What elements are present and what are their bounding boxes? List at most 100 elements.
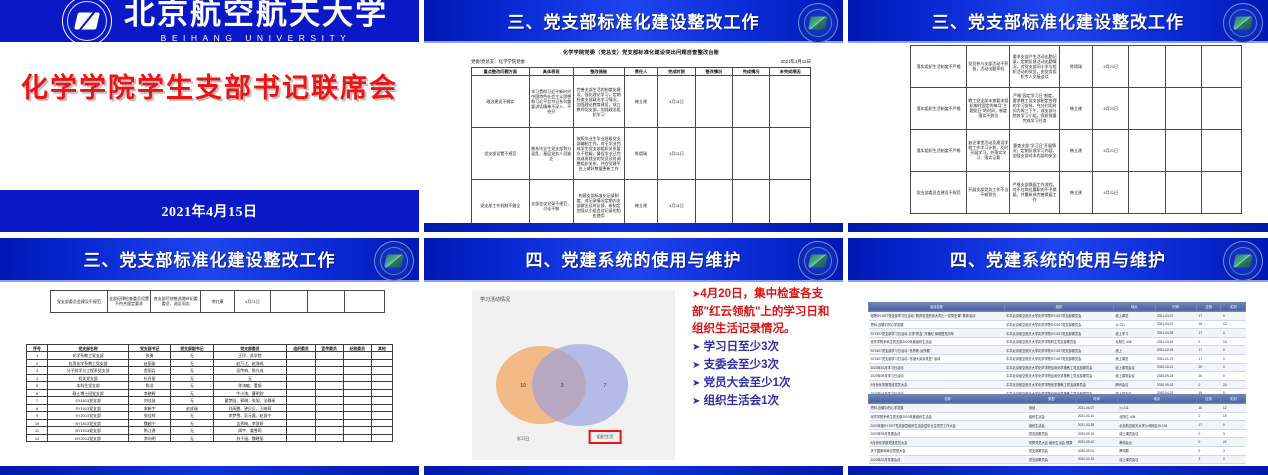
table-row: 政治建设不够实 学习贯彻习近平新时代中国特色社会主义思想和习近平总书记系列重要讲话… — [471, 75, 811, 129]
table-cell: 测划 — [1026, 403, 1076, 413]
table-cell: 宋新宇 — [128, 403, 172, 413]
column-header: 纪检委员 — [342, 343, 372, 353]
table-row: 2020年10月学习日活动 中共北京航空航天大学化学学院应用化学基教工党支部委员会… — [868, 363, 1246, 373]
university-name-cn: 北京航空航天大学 — [124, 0, 388, 32]
table-cell — [342, 433, 372, 443]
table-cell — [286, 351, 316, 360]
table-cell: 4月21日 — [1092, 170, 1130, 214]
column-header: 党支部副书记 — [170, 343, 214, 353]
table-cell: 开展支部党务工作不当不够到位 — [966, 170, 1011, 214]
table-row: 党支部委员会建设不规范 支部纪律检查委员设置不符合规定要求 各支部尽快推选增补纪委委… — [50, 289, 386, 313]
slide-3-rectification-part2[interactable]: 北京航空航天大学 北京航空航天大学 北京航空航天大学 北京航空航天大学 北京航空… — [848, 0, 1268, 232]
table-cell — [370, 411, 394, 420]
bullet-lead-text: 4月20日，集中检查各支部"红云领航"上的学习日和组织生活记录情况。 — [692, 287, 830, 336]
table-cell: 硕士博士班党支部 — [47, 388, 130, 398]
table-cell — [370, 433, 394, 443]
table-cell: 北京航空航天大学沙河校区J5-104 — [1117, 420, 1197, 430]
table-cell: SY1913党支部 — [47, 403, 130, 413]
table-cell: 学习贯彻习近平新时代中国特色社会主义思想和习近平总书记系列重要讲话精神不深入、不… — [528, 75, 574, 129]
table-cell: 无 — [170, 411, 214, 420]
column-header: 党支部名称 — [47, 343, 130, 353]
table-cell — [314, 403, 344, 413]
table-cell: 党支部委员会建设不规范 — [909, 170, 968, 214]
roster-top-fragment: 党支部委员会建设不规范 支部纪律检查委员设置不符合规定要求 各支部尽快推选增补纪委委… — [50, 289, 386, 313]
venn-label-org-life-highlighted: 组织生活 — [588, 429, 622, 444]
document-meta-right: 2021年4月12日 — [780, 58, 811, 64]
table-cell: 牛小涛、曹明欣 — [212, 388, 288, 398]
table-cell: 韩立建 — [1058, 128, 1094, 172]
table-cell: SY1813党支部 — [47, 396, 130, 405]
table-cell: 2020-09-02 — [1155, 380, 1197, 390]
table-cell: 魏越宁 — [128, 418, 172, 428]
column-header: 组织委员 — [286, 343, 316, 353]
table-row: 2 应用化学系教工党支部 赵丽丽无赵万江、赵海成 — [25, 358, 394, 368]
table-cell: 线上课党会议 — [1113, 371, 1156, 381]
cover-date-band: 2021年4月15日 — [0, 190, 419, 232]
table-cell: 4月21日 — [1092, 86, 1130, 130]
table-cell: 王玲、苏学院 — [212, 351, 288, 360]
meeting-records-table: 名称 类型 时间 地点 应到 实到 思科-迈耀中的心学发展 测划 2021-04-07 沙-21… — [867, 393, 1246, 465]
table-cell — [370, 373, 394, 383]
table-cell: 张勇 — [128, 351, 172, 360]
table-row: 2020年度SY1927党支部暨组织生活会暨毕业生党员工作大会 组织生活会 2021… — [868, 420, 1246, 430]
table-cell: 周宇、姜雪莉 — [212, 426, 288, 435]
bullet-item: ➤ 支委会至少3次 — [692, 357, 840, 375]
table-cell: 2021-04-07 — [1155, 320, 1197, 330]
table-cell — [370, 418, 394, 428]
table-row: 3 分子科学与工程系党支部 虞丽兵无吴传响、陈光成 — [25, 366, 394, 375]
table-cell: 赵成瑞 — [170, 403, 214, 413]
slide-4-branch-roster[interactable]: 北京航空航天大学 北京航空航天大学 北京航空航天大学 北京航空航天大学 北京航空… — [0, 238, 419, 475]
table-cell: 李红康 — [200, 289, 235, 313]
table-cell: 8 — [25, 403, 49, 413]
table-cell: 腾讯群 — [1117, 446, 1197, 456]
column-header: 责任人 — [623, 66, 659, 77]
table-cell: 2020-09-23 — [1075, 429, 1118, 439]
table-row: 落实组织生活制度不严格 缺乏课堂活动及建设学校工作学习计划，及时开展学习，并落实学… — [909, 128, 1242, 172]
table-cell: 赵万江、赵海成 — [212, 358, 288, 368]
column-header: 时间 — [1075, 393, 1118, 405]
slide-2-rectification-part1[interactable]: 北京航空航天大学 北京航空航天大学 北京航空航天大学 北京航空航天大学 北京航空… — [424, 0, 843, 232]
table-cell — [1164, 128, 1203, 172]
table-cell: 沙-211 — [1117, 403, 1197, 413]
slide-footer — [424, 465, 843, 475]
column-header: 未完成原因 — [769, 66, 811, 77]
table-cell: 分子科学与工程系党支部 — [47, 366, 130, 375]
slide-5-party-system-venn[interactable]: 北京航空航天大学 北京航空航天大学 北京航空航天大学 北京航空航天大学 北京航空… — [424, 238, 843, 475]
slide-6-party-system-records[interactable]: 北京航空航天大学 北京航空航天大学 北京航空航天大学 北京航空航天大学 北京航空… — [848, 238, 1268, 475]
cover-main-area: 化学学院学生支部书记联席会 — [0, 41, 419, 191]
table-cell — [1128, 128, 1166, 172]
table-cell: 0 — [1196, 380, 1221, 390]
table-cell: 17 — [1196, 328, 1221, 338]
slide-title-bar: 四、党建系统的使用与维护 — [424, 238, 843, 282]
slide-title: 三、党支部标准化建设整改工作 — [83, 251, 336, 271]
table-cell — [314, 373, 344, 383]
bullet-item-lead: ➤4月20日，集中检查各支部"红云领航"上的学习日和组织生活记录情况。 — [692, 286, 840, 339]
table-cell: 4 — [25, 373, 49, 383]
column-header: 完成情况 — [731, 66, 771, 77]
table-cell: 线上学习 — [1113, 328, 1156, 338]
table-cell: 无 — [170, 433, 214, 443]
column-header: 应到 — [1195, 301, 1222, 313]
slide-1-cover[interactable]: 北京航空航天大学 BEIHANG UNIVERSITY 化学学院学生支部书记联席… — [0, 0, 419, 232]
table-cell — [1201, 86, 1242, 130]
table-cell: 中共北京航空航天大学化学学院应用化学基教工党支部委员会 — [1004, 371, 1114, 381]
table-cell: 中共北京航空航天大学化学学院应用化学基教工党支部委员会 — [1004, 363, 1114, 373]
table-cell — [694, 75, 733, 129]
slide-title-bar: 三、党支部标准化建设整改工作 — [848, 0, 1268, 43]
column-header: 宣传委员 — [314, 343, 344, 353]
table-cell: 0 — [1196, 412, 1221, 422]
table-cell: 20 — [1196, 371, 1221, 381]
table-cell: 2020年10月学习日活动 — [868, 363, 1005, 373]
table-cell: 化学学院系科生党支部2020年度组织生活会 — [868, 337, 1005, 347]
table-cell: 3 — [1220, 446, 1246, 456]
rectification-last-row-table: 党支部委员会建设不规范 支部纪律检查委员设置不符合规定要求 各支部尽快推选增补纪委委… — [50, 289, 386, 313]
university-logo: 北京航空航天大学 BEIHANG UNIVERSITY — [62, 0, 388, 46]
table-cell: 24 — [1220, 437, 1246, 447]
column-header: 名称 — [867, 393, 1028, 405]
table-cell — [314, 358, 344, 368]
table-cell: 1 — [25, 351, 49, 360]
column-header: 地点 — [1113, 301, 1156, 313]
table-cell: 支部纪律检查委员设置不符合规定要求 — [106, 289, 152, 313]
university-crest-icon — [1223, 3, 1263, 43]
table-cell: 陈涛敏、董振 — [212, 381, 288, 390]
